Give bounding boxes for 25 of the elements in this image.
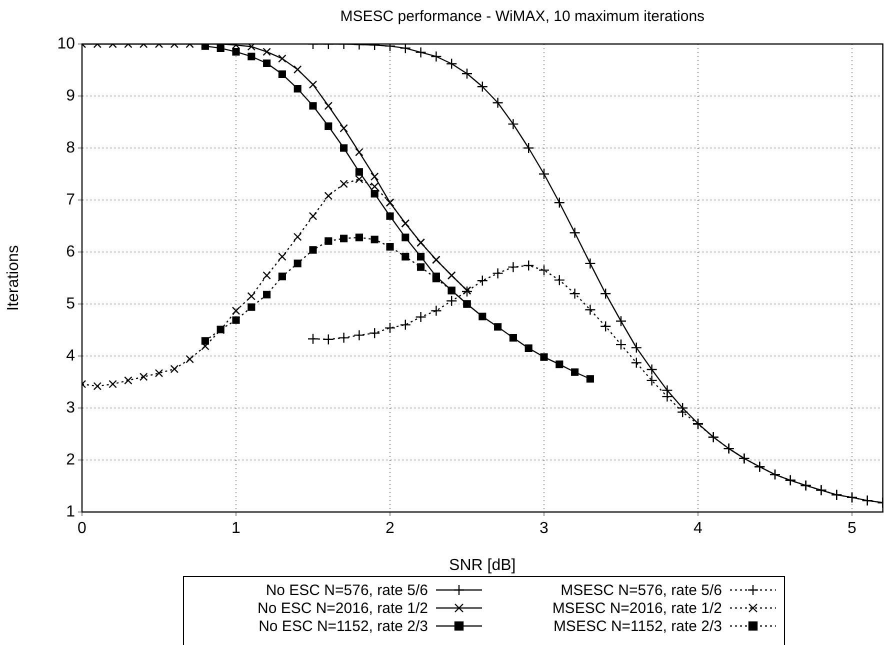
y-tick-label: 6 [66, 243, 76, 260]
y-tick-label: 4 [66, 347, 76, 364]
x-tick-label: 5 [848, 520, 857, 538]
x-tick-label: 3 [540, 520, 549, 538]
y-tick-label: 10 [57, 35, 76, 52]
y-tick-label: 1 [66, 503, 76, 520]
y-tick-label: 9 [66, 87, 76, 104]
x-axis-title: SNR [dB] [449, 556, 516, 574]
legend-label: MSESC N=2016, rate 1/2 [552, 600, 722, 616]
chart-title: MSESC performance - WiMAX, 10 maximum iterations [340, 8, 705, 26]
legend-label: No ESC N=1152, rate 2/3 [258, 618, 428, 634]
x-tick-label: 2 [386, 520, 395, 538]
legend-label: MSESC N=1152, rate 2/3 [553, 618, 722, 634]
legend-label: No ESC N=576, rate 5/6 [266, 582, 428, 598]
y-tick-label: 5 [66, 295, 76, 312]
y-axis-title: Iterations [5, 245, 22, 311]
legend-label: MSESC N=576, rate 5/6 [560, 582, 722, 598]
y-tick-label: 3 [66, 399, 76, 416]
x-tick-label: 1 [232, 520, 241, 538]
x-tick-label: 4 [694, 520, 703, 538]
y-tick-label: 7 [66, 191, 76, 208]
y-tick-label: 2 [66, 451, 76, 468]
y-tick-label: 8 [66, 139, 76, 156]
legend-label: No ESC N=2016, rate 1/2 [257, 600, 428, 616]
x-tick-label: 0 [78, 520, 87, 538]
